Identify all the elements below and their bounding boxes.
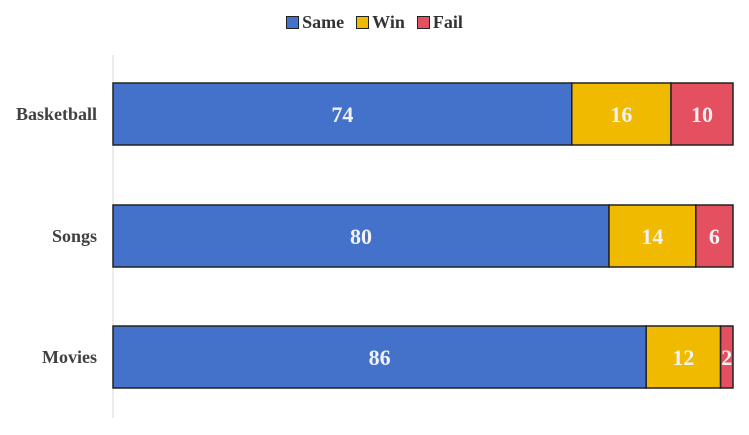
data-label-basketball-win: 16 [610, 102, 632, 127]
data-label-movies-same: 86 [369, 345, 391, 370]
legend-swatch [286, 16, 300, 29]
bar-songs-same [112, 204, 610, 268]
data-label-basketball-same: 74 [331, 102, 353, 127]
data-label-songs-fail: 6 [709, 224, 720, 249]
bar-songs-win [608, 204, 697, 268]
data-label-basketball-fail: 10 [691, 102, 713, 127]
category-label-basketball: Basketball [16, 104, 97, 124]
data-label-movies-win: 12 [672, 345, 694, 370]
bar-basketball-same [112, 82, 573, 146]
category-label-songs: Songs [52, 226, 97, 246]
legend-label: Win [372, 12, 405, 32]
bar-movies-fail [719, 325, 734, 389]
bar-songs-fail [695, 204, 734, 268]
category-label-movies: Movies [42, 347, 97, 367]
legend-label: Fail [432, 12, 463, 32]
legend-item-fail: Fail [416, 12, 463, 33]
legend-item-win: Win [356, 12, 405, 33]
bar-movies-same [112, 325, 647, 389]
legend-swatch [416, 16, 430, 29]
legend-swatch [356, 16, 370, 29]
bars-layer: Basketball 74 16 10 Songs 80 14 6 Movies 86 12 2 [16, 82, 734, 389]
bar-movies-win [645, 325, 722, 389]
bar-basketball-fail [670, 82, 734, 146]
legend-item-same: Same [286, 12, 344, 33]
legend: Same Win Fail [0, 12, 749, 33]
data-label-songs-win: 14 [641, 224, 663, 249]
data-label-songs-same: 80 [350, 224, 372, 249]
legend-label: Same [302, 12, 345, 32]
data-label-movies-fail: 2 [721, 345, 732, 370]
